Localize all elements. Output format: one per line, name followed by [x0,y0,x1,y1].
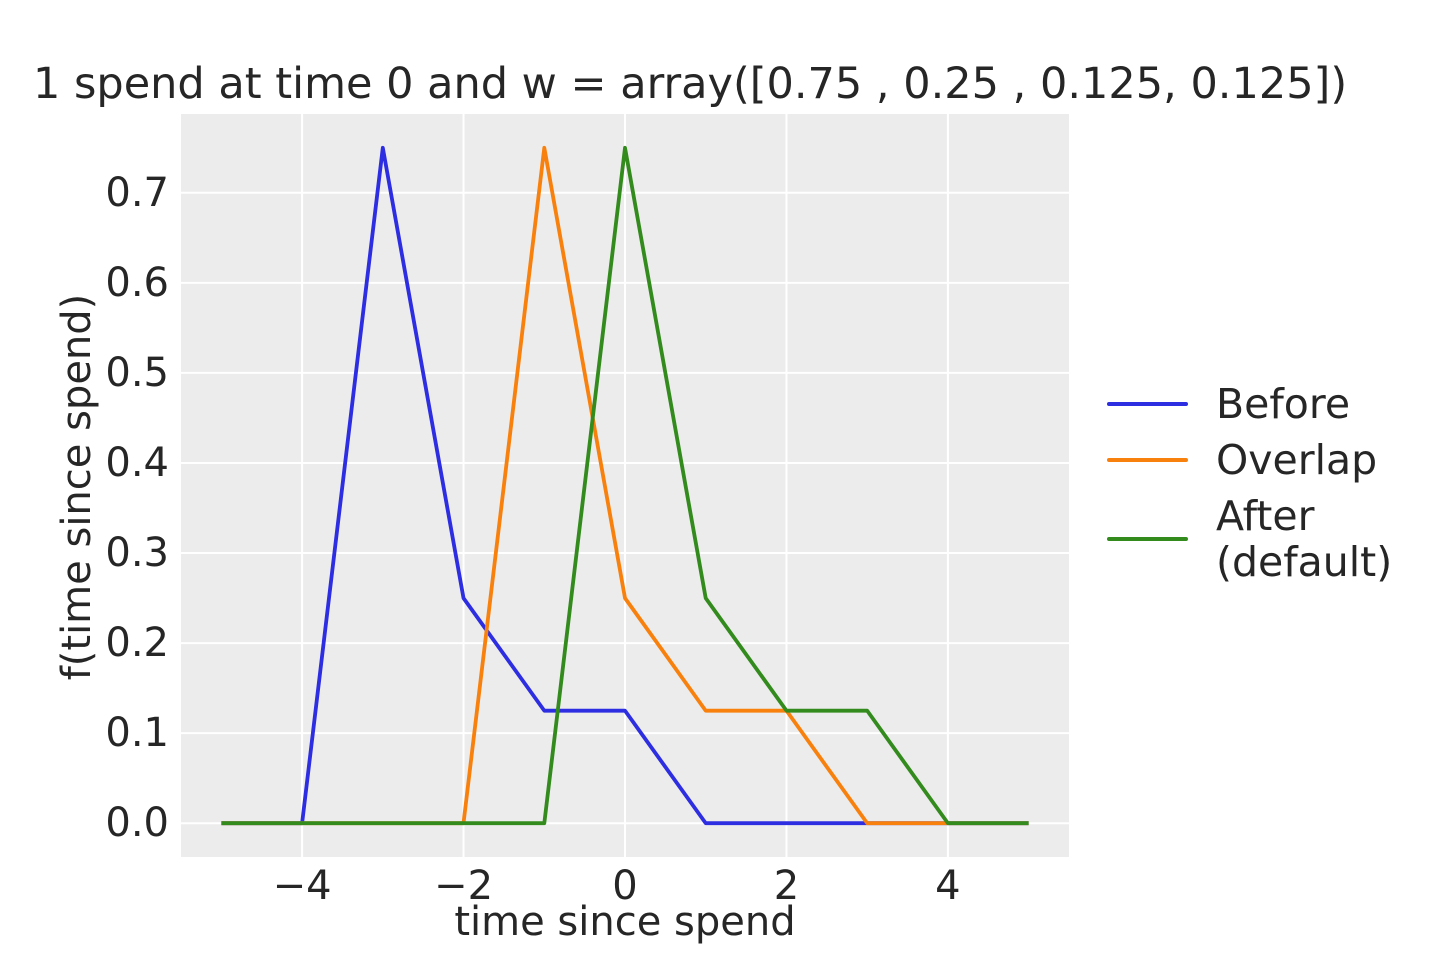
y-tick-label: 0.0 [105,800,169,847]
legend-line-swatch [1107,537,1188,541]
y-tick-label: 0.6 [105,259,169,306]
y-tick-label: 0.1 [105,710,169,757]
series-line-after-default [221,145,1029,826]
y-tick-label: 0.5 [105,349,169,396]
chart-title: 1 spend at time 0 and w = array([0.75 , … [33,59,1348,109]
x-axis-label: time since spend [454,899,796,945]
y-tick-label: 0.2 [105,620,169,667]
y-tick-label: 0.4 [105,439,169,486]
legend-entry: Overlap [1103,437,1392,483]
x-tick-label: 4 [935,863,961,909]
legend-entry: Before [1103,381,1392,427]
x-tick-label: −4 [272,863,332,909]
legend: Before Overlap After (default) [1103,381,1392,585]
legend-label: After (default) [1216,492,1393,586]
legend-entry: After (default) [1103,493,1392,585]
legend-label: Overlap [1216,436,1378,484]
y-tick-label: 0.7 [105,169,169,216]
y-tick-label: 0.3 [105,530,169,577]
x-tick-label: 0 [612,863,638,909]
legend-line-swatch [1107,402,1188,406]
x-tick-label: −2 [434,863,494,909]
legend-line-swatch [1107,458,1188,462]
x-tick-label: 2 [773,863,800,909]
y-axis-label: f(time since spend) [54,293,100,681]
legend-label: Before [1216,380,1351,428]
